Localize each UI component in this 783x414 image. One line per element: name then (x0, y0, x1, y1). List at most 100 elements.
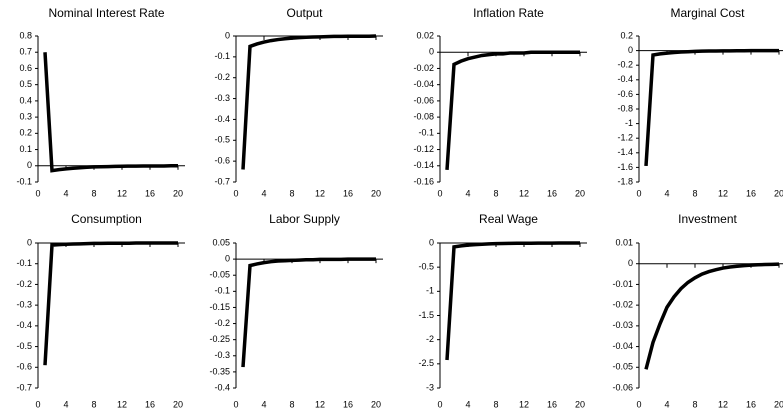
x-tick-label: 8 (692, 188, 697, 198)
line-series (445, 241, 581, 361)
y-tick-label: -0.05 (209, 270, 230, 280)
y-tick-label: 0 (628, 258, 633, 268)
x-tick-label: 16 (343, 188, 353, 198)
x-tick-label: 12 (519, 399, 529, 409)
y-tick-label: -0.02 (413, 63, 434, 73)
y-tick-label: -0.25 (209, 334, 230, 344)
y-tick-label: -0.2 (16, 279, 32, 289)
x-tick-label: 8 (493, 188, 498, 198)
x-tick-label: 16 (145, 188, 155, 198)
chart-title: Output (286, 6, 323, 20)
line-series (644, 262, 780, 370)
y-tick-label: -0.7 (16, 382, 32, 392)
y-tick-label: -0.5 (214, 135, 230, 145)
x-tick-label: 8 (289, 399, 294, 409)
x-tick-label: 4 (465, 399, 470, 409)
y-tick-label: -0.08 (413, 111, 434, 121)
y-tick-label: -0.4 (214, 382, 230, 392)
chart-title: Marginal Cost (670, 6, 745, 20)
y-tick-label: 0.7 (19, 47, 32, 57)
y-tick-label: -0.06 (612, 382, 633, 392)
x-tick-label: 12 (315, 188, 325, 198)
chart-title: Labor Supply (269, 212, 340, 226)
y-tick-label: -0.1 (16, 176, 32, 186)
y-tick-label: -0.3 (214, 350, 230, 360)
x-tick-label: 4 (465, 188, 470, 198)
y-tick-label: -0.3 (214, 93, 230, 103)
y-tick-label: -2.5 (418, 358, 434, 368)
x-tick-label: 4 (261, 188, 266, 198)
y-tick-label: -0.7 (214, 176, 230, 186)
y-tick-label: 0.4 (19, 95, 32, 105)
y-tick-label: -3 (426, 382, 434, 392)
y-tick-label: -0.2 (214, 318, 230, 328)
x-tick-label: 20 (774, 399, 783, 409)
y-tick-label: 0 (27, 160, 32, 170)
line-series (445, 50, 580, 170)
x-tick-label: 16 (746, 399, 756, 409)
y-tick-label: -0.1 (418, 128, 434, 138)
x-tick-label: 8 (289, 188, 294, 198)
y-tick-label: -0.5 (418, 262, 434, 272)
x-tick-label: 20 (575, 399, 585, 409)
y-tick-label: -1.4 (617, 147, 633, 157)
chart-title: Nominal Interest Rate (48, 6, 164, 20)
chart-title: Consumption (71, 212, 142, 226)
y-tick-label: -0.06 (413, 95, 434, 105)
x-tick-label: 8 (493, 399, 498, 409)
y-tick-label: -1.5 (418, 310, 434, 320)
x-tick-label: 8 (91, 399, 96, 409)
y-tick-label: -0.01 (612, 279, 633, 289)
x-tick-label: 8 (692, 399, 697, 409)
x-tick-label: 20 (173, 188, 183, 198)
x-tick-label: 12 (519, 188, 529, 198)
x-tick-label: 16 (343, 399, 353, 409)
y-tick-label: -0.4 (16, 320, 32, 330)
y-tick-label: 0.2 (620, 30, 633, 40)
y-tick-label: 0 (27, 237, 32, 247)
y-tick-label: -1 (625, 118, 633, 128)
y-tick-label: -0.02 (612, 300, 633, 310)
y-tick-label: -1.2 (617, 133, 633, 143)
y-tick-label: -0.12 (413, 144, 434, 154)
line-series (241, 34, 377, 170)
x-tick-label: 8 (91, 188, 96, 198)
chart-title: Real Wage (479, 212, 538, 226)
line-series (241, 257, 376, 368)
x-tick-label: 20 (371, 399, 381, 409)
y-tick-label: -0.14 (413, 160, 434, 170)
y-tick-label: -0.05 (612, 362, 633, 372)
y-tick-label: 0.6 (19, 63, 32, 73)
y-tick-label: -0.5 (16, 341, 32, 351)
y-tick-label: -0.6 (16, 362, 32, 372)
x-tick-label: 16 (547, 188, 557, 198)
x-tick-label: 12 (117, 399, 127, 409)
y-tick-label: 0.1 (19, 144, 32, 154)
y-tick-label: 0.02 (416, 30, 434, 40)
x-tick-label: 20 (173, 399, 183, 409)
y-tick-label: 0 (628, 45, 633, 55)
y-tick-label: 0 (429, 237, 434, 247)
x-tick-label: 20 (774, 188, 783, 198)
y-tick-label: 0.5 (19, 79, 32, 89)
y-tick-label: 0.8 (19, 30, 32, 40)
y-tick-label: -0.1 (16, 258, 32, 268)
chart-title: Inflation Rate (473, 6, 544, 20)
y-tick-label: 0 (429, 47, 434, 57)
line-series (43, 52, 178, 173)
y-tick-label: -0.35 (209, 366, 230, 376)
y-tick-label: -0.15 (209, 302, 230, 312)
x-tick-label: 0 (233, 188, 238, 198)
y-tick-label: -0.4 (214, 114, 230, 124)
y-tick-label: -0.1 (214, 286, 230, 296)
x-tick-label: 12 (315, 399, 325, 409)
x-tick-label: 0 (35, 188, 40, 198)
x-tick-label: 0 (636, 188, 641, 198)
x-tick-label: 16 (145, 399, 155, 409)
x-tick-label: 4 (261, 399, 266, 409)
x-tick-label: 4 (664, 399, 669, 409)
chart-title: Investment (678, 212, 737, 226)
x-tick-label: 20 (371, 188, 381, 198)
x-tick-label: 0 (636, 399, 641, 409)
